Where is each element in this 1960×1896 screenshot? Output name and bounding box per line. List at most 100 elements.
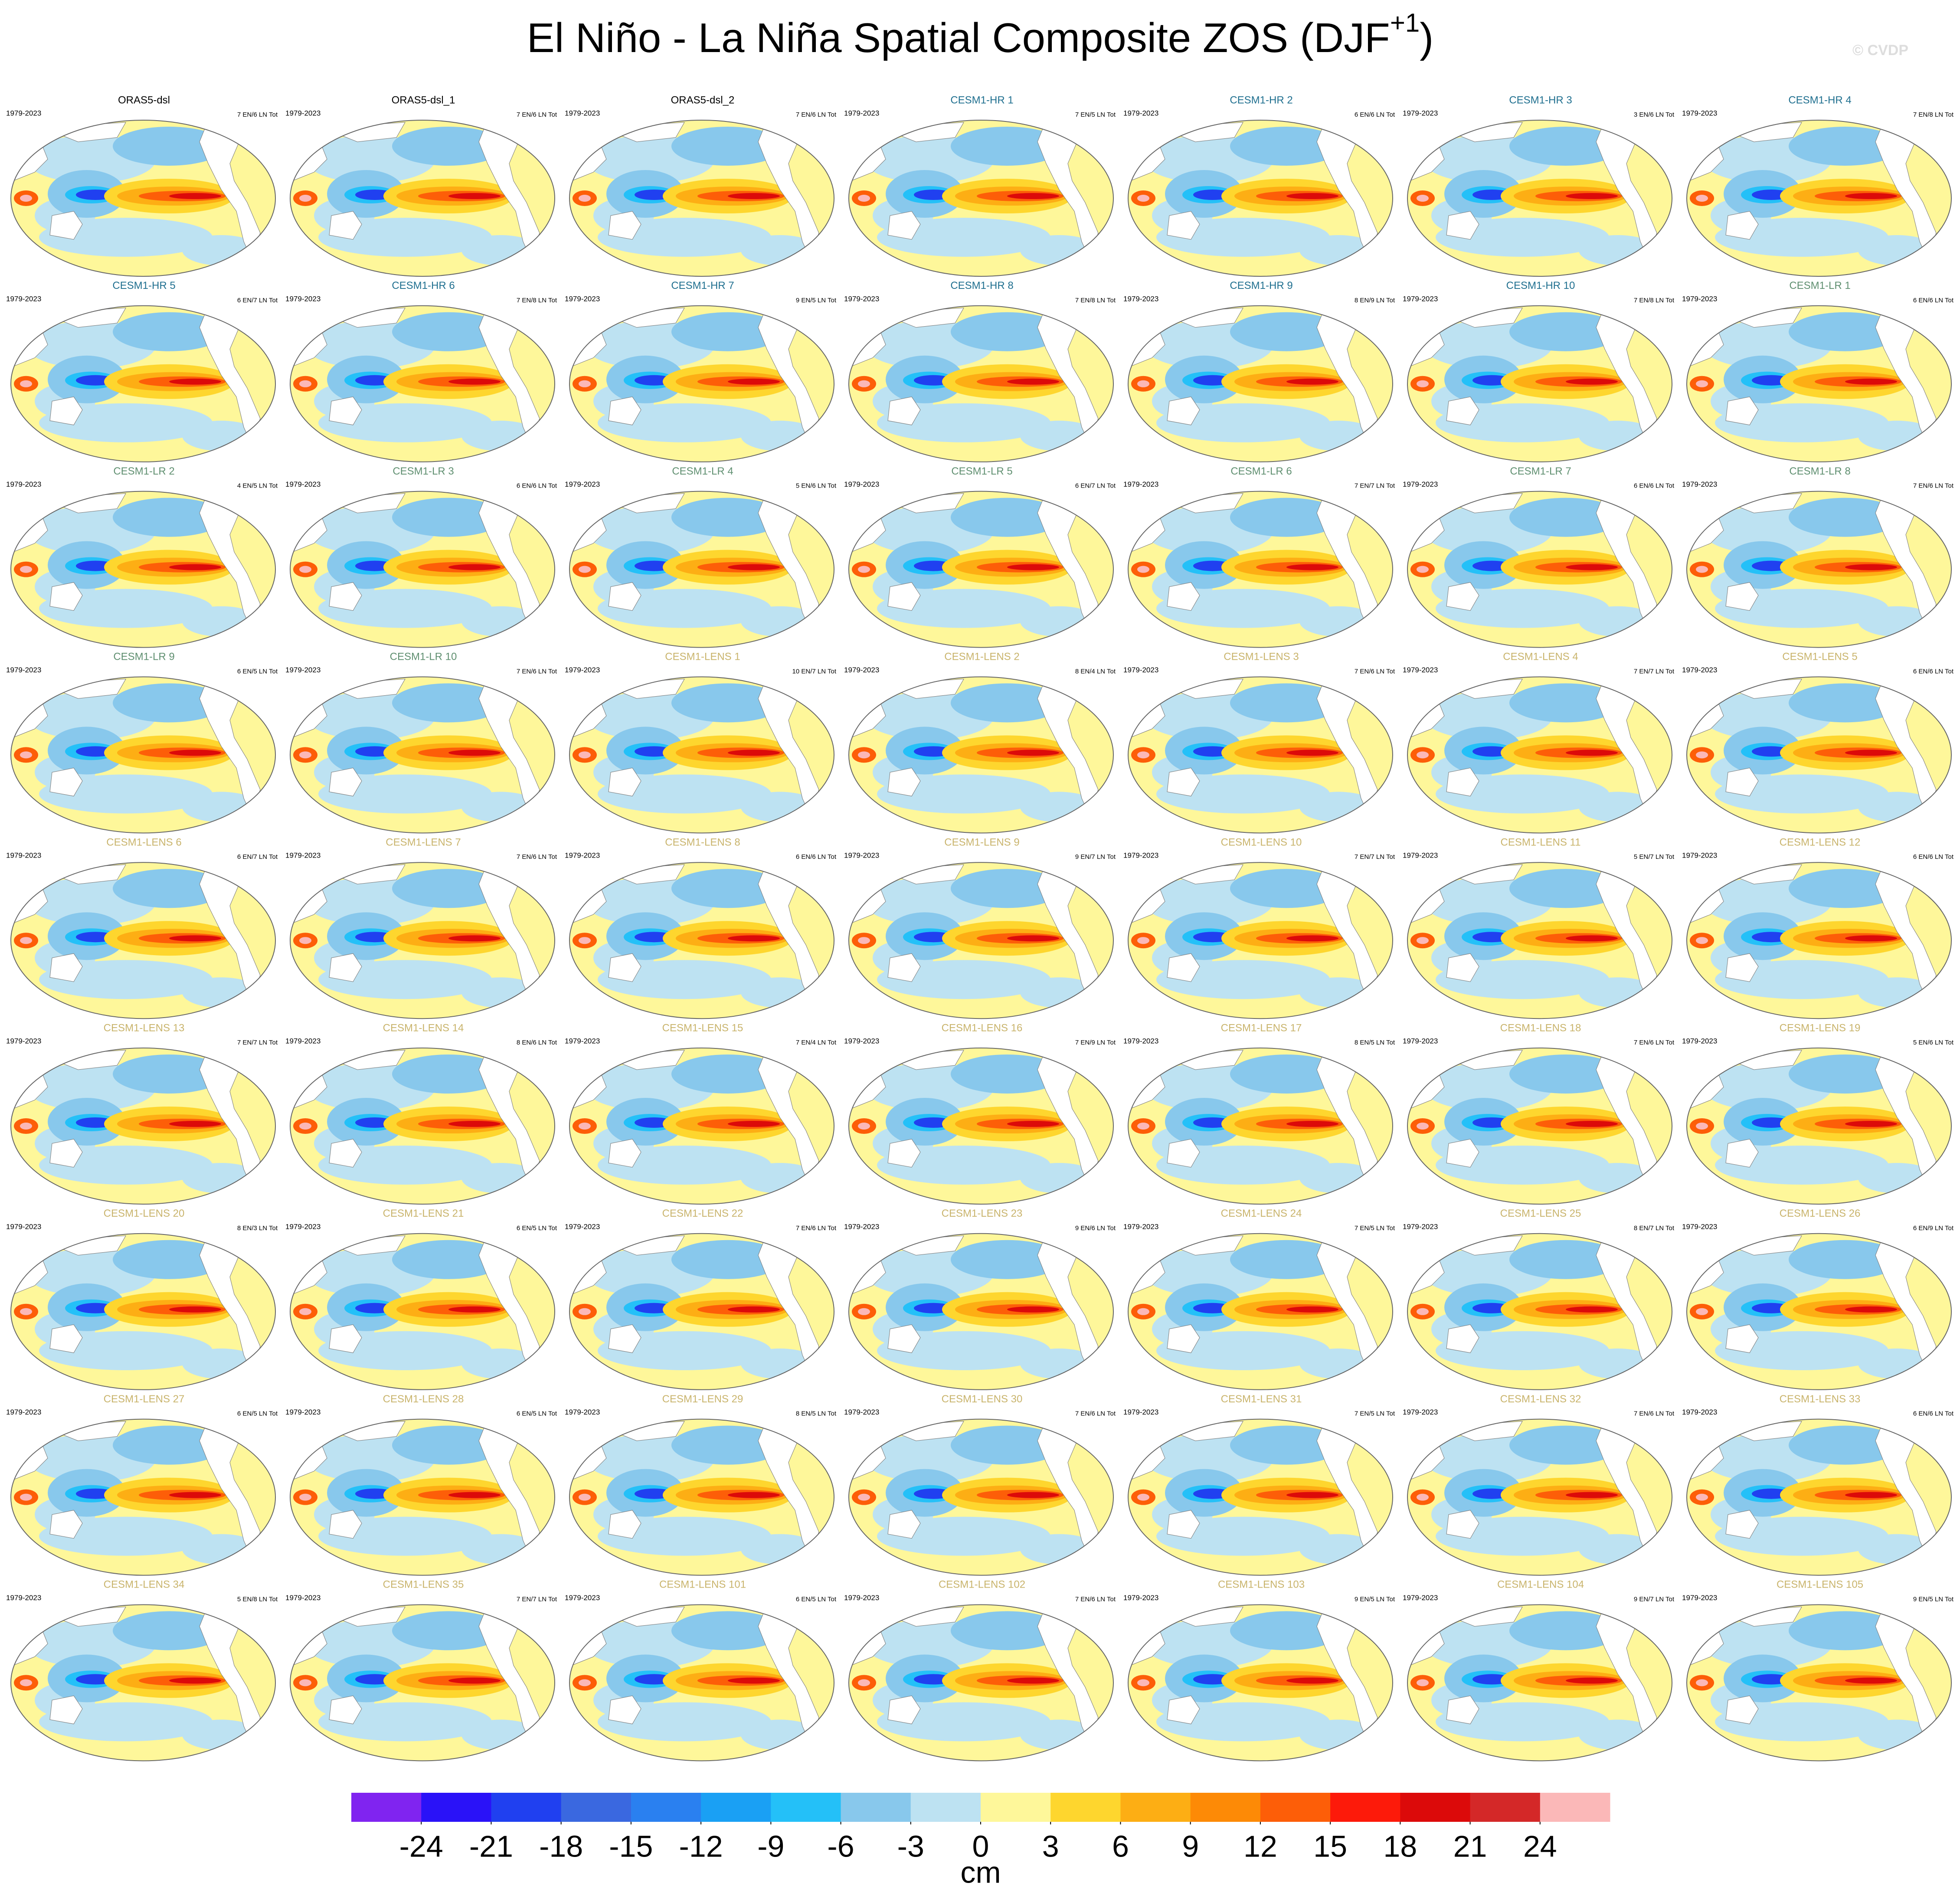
map-panel: CESM1-LENS 19 1979-2023 5 EN/6 LN Tot bbox=[1682, 1022, 1954, 1206]
map-field bbox=[9, 1602, 278, 1763]
panel-title: CESM1-LR 7 bbox=[1510, 465, 1571, 477]
panel-counts: 7 EN/6 LN Tot bbox=[517, 668, 557, 675]
map-panel: CESM1-LR 3 1979-2023 6 EN/6 LN Tot bbox=[285, 465, 557, 650]
map-panel: CESM1-LR 7 1979-2023 6 EN/6 LN Tot bbox=[1403, 465, 1675, 650]
panel-title: CESM1-LENS 12 bbox=[1780, 837, 1861, 848]
map-border bbox=[10, 120, 276, 277]
map-panel: CESM1-LENS 25 1979-2023 8 EN/7 LN Tot bbox=[1403, 1208, 1675, 1392]
panel-counts: 6 EN/7 LN Tot bbox=[1075, 482, 1116, 490]
panel-period: 1979-2023 bbox=[1403, 1594, 1438, 1602]
map-border bbox=[1686, 305, 1952, 462]
panel-period: 1979-2023 bbox=[1403, 851, 1438, 860]
map-border bbox=[10, 862, 276, 1019]
map-field bbox=[1685, 1602, 1953, 1763]
panel-period: 1979-2023 bbox=[1682, 1037, 1717, 1045]
map-field bbox=[9, 489, 278, 650]
map-border bbox=[848, 1604, 1114, 1762]
copyright: © CVDP bbox=[1852, 42, 1908, 59]
panel-counts: 7 EN/4 LN Tot bbox=[796, 1039, 837, 1046]
panel-period: 1979-2023 bbox=[565, 1594, 600, 1602]
map-border bbox=[569, 1048, 834, 1205]
panel-title: CESM1-LENS 33 bbox=[1780, 1393, 1861, 1405]
map-border bbox=[1128, 305, 1393, 462]
map-border bbox=[290, 676, 555, 834]
map-field bbox=[567, 675, 836, 835]
panel-period: 1979-2023 bbox=[1682, 295, 1717, 303]
panel-counts: 9 EN/7 LN Tot bbox=[1634, 1595, 1675, 1603]
panel-title: CESM1-LENS 6 bbox=[106, 837, 181, 848]
panel-title: CESM1-LENS 1 bbox=[665, 651, 740, 663]
map-field bbox=[1405, 489, 1674, 650]
map-field bbox=[9, 1417, 278, 1578]
panel-counts: 9 EN/5 LN Tot bbox=[796, 297, 837, 304]
map-panel: CESM1-LENS 13 1979-2023 7 EN/7 LN Tot bbox=[6, 1022, 278, 1206]
panel-title: CESM1-LENS 4 bbox=[1503, 651, 1578, 663]
map-border bbox=[1686, 862, 1952, 1019]
panel-title: CESM1-LENS 31 bbox=[1221, 1393, 1302, 1405]
map-field bbox=[1685, 1417, 1953, 1578]
map-field bbox=[288, 860, 557, 1021]
map-field bbox=[1126, 675, 1395, 835]
panel-period: 1979-2023 bbox=[1123, 295, 1158, 303]
panel-title: CESM1-LENS 105 bbox=[1777, 1579, 1863, 1591]
map-field bbox=[1405, 1231, 1674, 1392]
map-border bbox=[290, 1604, 555, 1762]
map-border bbox=[1686, 1048, 1952, 1205]
panel-period: 1979-2023 bbox=[285, 1037, 321, 1045]
panel-period: 1979-2023 bbox=[844, 1408, 879, 1416]
map-panel: CESM1-HR 3 1979-2023 3 EN/6 LN Tot bbox=[1403, 94, 1675, 278]
panel-period: 1979-2023 bbox=[844, 1594, 879, 1602]
title-superscript: +1 bbox=[1390, 8, 1420, 37]
map-panel: CESM1-LENS 33 1979-2023 6 EN/6 LN Tot bbox=[1682, 1393, 1954, 1578]
map-panel: CESM1-LENS 102 1979-2023 7 EN/6 LN Tot bbox=[844, 1579, 1116, 1763]
panel-counts: 7 EN/6 LN Tot bbox=[517, 853, 557, 861]
colorbar-tick-label: -9 bbox=[757, 1829, 784, 1863]
map-border bbox=[1128, 1233, 1393, 1390]
map-field bbox=[847, 1602, 1116, 1763]
map-field bbox=[847, 675, 1116, 835]
map-field bbox=[9, 1231, 278, 1392]
map-panel: CESM1-HR 5 1979-2023 6 EN/7 LN Tot bbox=[6, 280, 278, 464]
title-main: El Niño - La Niña Spatial Composite ZOS … bbox=[527, 15, 1390, 61]
panel-title: CESM1-LENS 104 bbox=[1497, 1579, 1584, 1591]
map-field bbox=[1685, 675, 1953, 835]
map-field bbox=[1405, 118, 1674, 278]
panel-title: CESM1-HR 5 bbox=[112, 280, 175, 291]
panel-period: 1979-2023 bbox=[844, 1222, 879, 1231]
map-field bbox=[1405, 675, 1674, 835]
panel-counts: 8 EN/6 LN Tot bbox=[517, 1039, 557, 1046]
colorbar-tick-label: 24 bbox=[1523, 1829, 1557, 1863]
map-border bbox=[1686, 1418, 1952, 1576]
map-panel: CESM1-LENS 4 1979-2023 7 EN/7 LN Tot bbox=[1403, 651, 1675, 835]
panel-period: 1979-2023 bbox=[1123, 109, 1158, 117]
map-border bbox=[848, 491, 1114, 648]
panel-title: CESM1-HR 1 bbox=[950, 94, 1013, 106]
map-panel: CESM1-LENS 103 1979-2023 9 EN/5 LN Tot bbox=[1123, 1579, 1395, 1763]
panel-title: CESM1-LENS 21 bbox=[383, 1208, 464, 1219]
map-field bbox=[567, 1417, 836, 1578]
colorbar-tick-label: 18 bbox=[1383, 1829, 1417, 1863]
map-field bbox=[1126, 1602, 1395, 1763]
map-panel: CESM1-LENS 2 1979-2023 8 EN/4 LN Tot bbox=[844, 651, 1116, 835]
map-panel: CESM1-HR 7 1979-2023 9 EN/5 LN Tot bbox=[565, 280, 837, 464]
map-panel: CESM1-LENS 21 1979-2023 6 EN/5 LN Tot bbox=[285, 1208, 557, 1392]
map-field bbox=[1685, 860, 1953, 1021]
panel-counts: 6 EN/6 LN Tot bbox=[517, 482, 557, 490]
panel-title: CESM1-LENS 11 bbox=[1501, 837, 1581, 848]
map-panel: CESM1-LENS 16 1979-2023 7 EN/9 LN Tot bbox=[844, 1022, 1116, 1206]
map-border bbox=[10, 1604, 276, 1762]
panel-title: CESM1-LR 4 bbox=[672, 465, 733, 477]
map-border bbox=[569, 1418, 834, 1576]
colorbar-tick-label: -24 bbox=[399, 1829, 443, 1863]
panel-period: 1979-2023 bbox=[1123, 1037, 1158, 1045]
map-field bbox=[1685, 304, 1953, 464]
map-border bbox=[1407, 862, 1672, 1019]
panel-title: CESM1-LENS 3 bbox=[1224, 651, 1299, 663]
panel-period: 1979-2023 bbox=[1682, 666, 1717, 674]
colorbar-tick-label: -3 bbox=[897, 1829, 924, 1863]
panel-counts: 6 EN/6 LN Tot bbox=[1634, 482, 1675, 490]
map-border bbox=[1128, 1418, 1393, 1576]
panel-period: 1979-2023 bbox=[285, 295, 321, 303]
map-panel: CESM1-LENS 22 1979-2023 7 EN/6 LN Tot bbox=[565, 1208, 837, 1392]
map-border bbox=[848, 1418, 1114, 1576]
